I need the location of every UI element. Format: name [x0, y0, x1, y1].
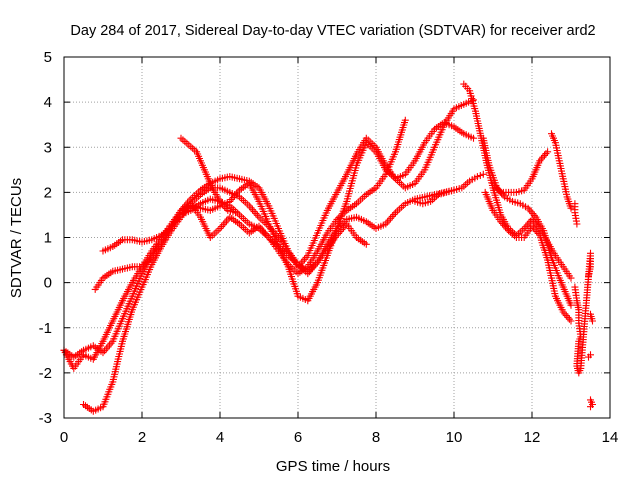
data-point: [587, 403, 594, 411]
data-point: [567, 204, 575, 212]
data-point: [527, 208, 535, 216]
chart-title: Day 284 of 2017, Sidereal Day-to-day VTE…: [70, 23, 595, 39]
x-tick-label: 8: [372, 429, 380, 446]
y-tick-label: 4: [44, 94, 52, 111]
data-point: [523, 221, 531, 229]
series-track-4: [91, 118, 477, 305]
x-axis-label: GPS time / hours: [276, 458, 390, 475]
data-point: [525, 219, 533, 227]
data-point: [476, 172, 484, 179]
data-point: [585, 272, 592, 280]
data-point: [479, 170, 487, 178]
data-point: [232, 209, 240, 217]
data-point: [589, 317, 596, 325]
data-point: [106, 341, 113, 349]
series-track-9: [479, 134, 575, 309]
y-tick-label: -2: [39, 365, 52, 382]
data-point: [533, 228, 541, 236]
data-point: [567, 301, 575, 309]
series-track-5: [99, 200, 370, 275]
data-point: [104, 343, 112, 351]
y-tick-label: 2: [44, 184, 52, 201]
y-tick-label: 1: [44, 230, 52, 247]
y-tick-label: 5: [44, 49, 52, 66]
y-tick-label: -1: [39, 320, 52, 337]
x-tick-label: 0: [60, 429, 68, 446]
data-point: [529, 210, 537, 218]
series-track-8: [460, 80, 575, 282]
x-tick-label: 14: [602, 429, 619, 446]
data-point: [539, 153, 547, 161]
series-track-12: [548, 130, 575, 212]
data-point: [562, 312, 570, 320]
y-tick-label: 3: [44, 139, 52, 156]
y-tick-label: -3: [39, 410, 52, 427]
data-point: [567, 317, 575, 325]
series-track-11: [489, 148, 552, 196]
series-track-6: [177, 134, 240, 217]
data-point: [565, 315, 573, 323]
data-points: [60, 80, 596, 415]
x-tick-label: 6: [294, 429, 302, 446]
data-point: [502, 223, 509, 231]
data-point: [544, 148, 552, 156]
data-point: [362, 240, 370, 248]
data-point: [567, 274, 575, 282]
x-tick-label: 2: [138, 429, 146, 446]
x-tick-label: 4: [216, 429, 224, 446]
data-point: [564, 313, 572, 321]
data-point: [470, 134, 477, 142]
y-tick-label: 0: [44, 275, 52, 292]
data-point: [541, 151, 548, 159]
data-point: [573, 220, 581, 228]
series-track-13: [571, 200, 596, 411]
data-point: [401, 116, 409, 124]
series-track-7: [411, 170, 487, 208]
x-tick-label: 12: [524, 429, 541, 446]
data-point: [585, 353, 592, 361]
y-axis-label: SDTVAR / TECUs: [8, 178, 25, 298]
data-point: [531, 226, 539, 234]
x-tick-label: 10: [446, 429, 463, 446]
data-point: [473, 173, 481, 181]
series-track-10: [481, 188, 575, 325]
data-point: [522, 223, 530, 231]
data-point: [542, 150, 550, 158]
